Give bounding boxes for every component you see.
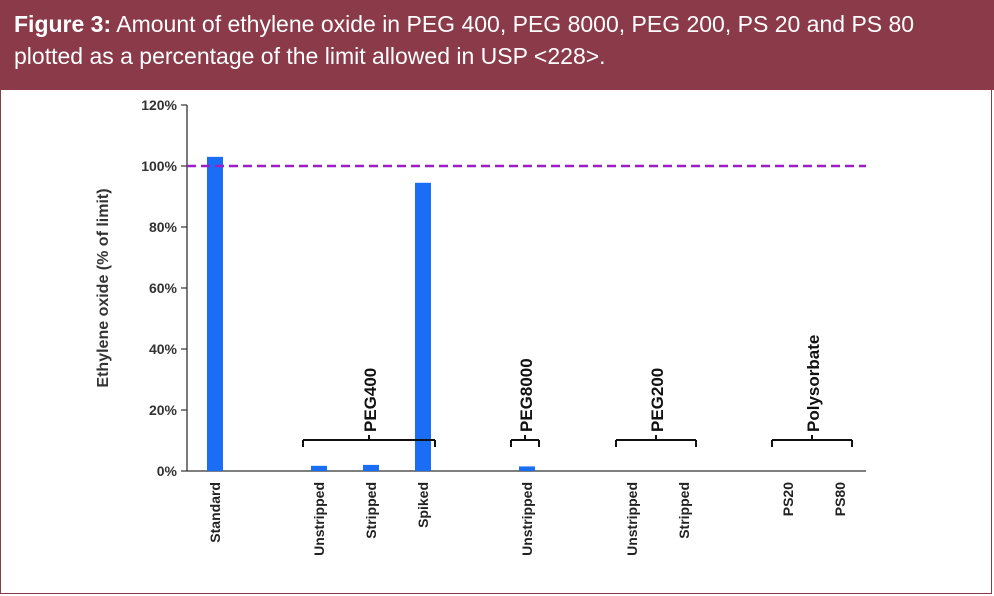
x-tick-label: Spiked [415, 482, 431, 528]
y-tick-label: 40% [149, 341, 178, 357]
x-tick-label: Unstripped [311, 482, 327, 556]
figure-caption-text: Amount of ethylene oxide in PEG 400, PEG… [14, 11, 915, 69]
y-tick-label: 60% [149, 280, 178, 296]
bar [415, 182, 431, 471]
x-tick-label: Unstripped [519, 482, 535, 556]
bar [363, 464, 379, 471]
group-label: PEG200 [648, 368, 667, 432]
y-tick-label: 100% [141, 158, 177, 174]
y-tick-label: 120% [141, 97, 177, 113]
bar [207, 156, 223, 471]
y-tick-label: 0% [157, 463, 178, 479]
group-label: PEG400 [361, 368, 380, 432]
x-tick-label: Stripped [363, 482, 379, 539]
bar-chart: 0% 20% 40% 60% 80% 100% 120% Ethylene oxide (% … [95, 97, 866, 556]
group-label: PEG8000 [517, 358, 536, 432]
group-label: Polysorbate [804, 335, 823, 432]
x-tick-label: Unstripped [624, 482, 640, 556]
figure-caption: Figure 3: Amount of ethylene oxide in PE… [0, 0, 994, 90]
y-tick-label: 20% [149, 402, 178, 418]
x-tick-label: PS20 [780, 482, 796, 516]
bar [519, 466, 535, 471]
bar [311, 465, 327, 471]
x-tick-label: Standard [207, 482, 223, 543]
y-axis-title: Ethylene oxide (% of limit) [95, 188, 112, 387]
figure-label: Figure 3: [14, 11, 112, 37]
x-tick-label: Stripped [676, 482, 692, 539]
y-tick-label: 80% [149, 219, 178, 235]
x-tick-label: PS80 [832, 482, 848, 516]
